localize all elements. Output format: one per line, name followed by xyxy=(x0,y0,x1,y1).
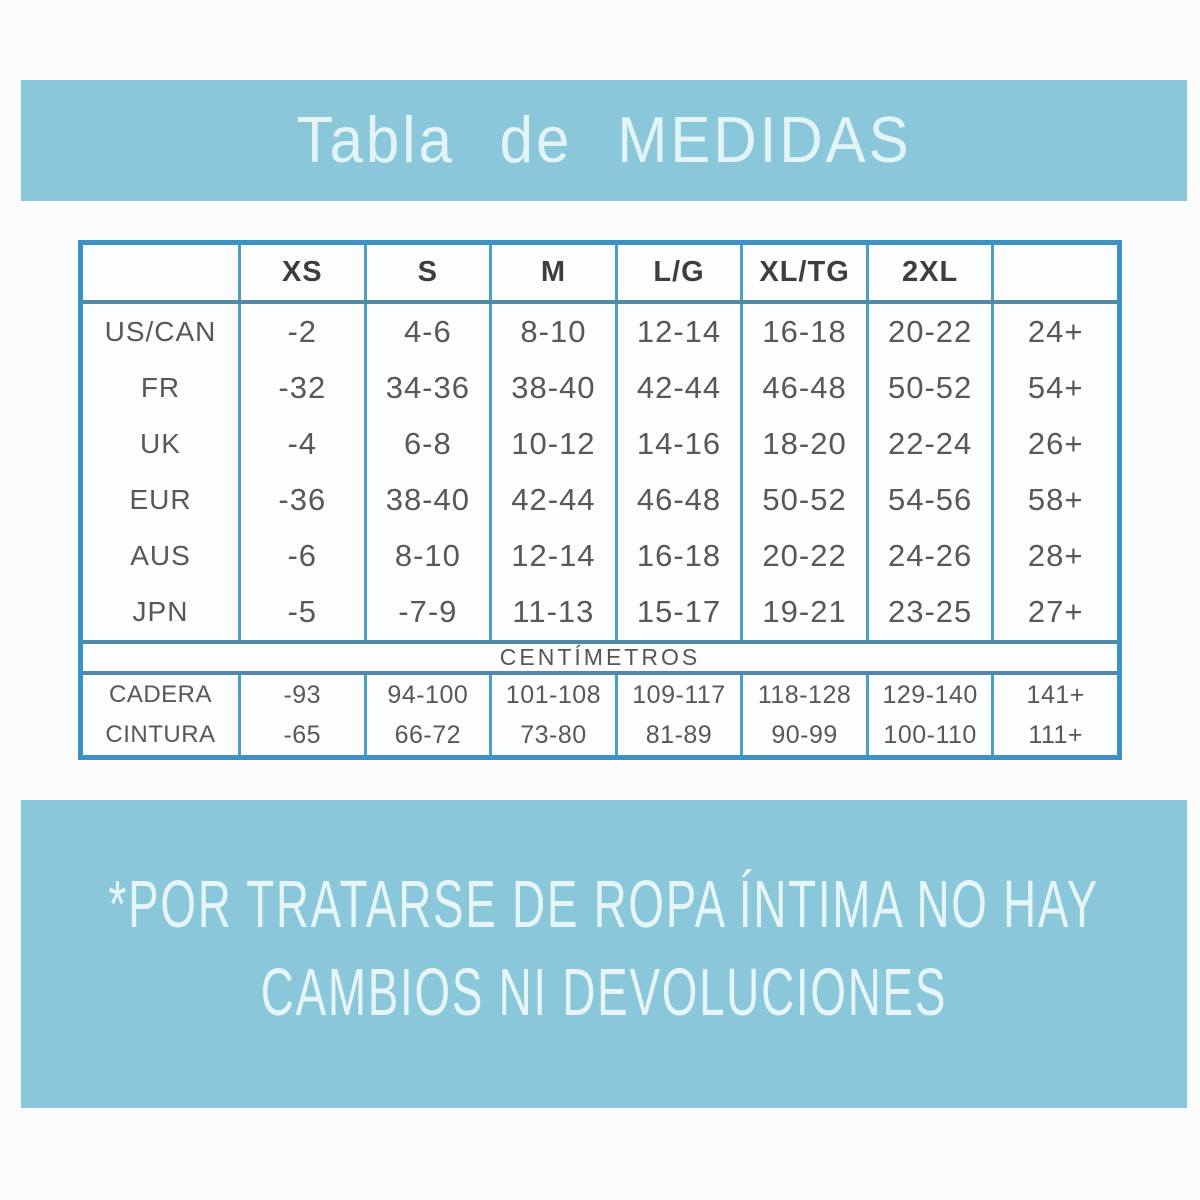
table-cell: 11-13 xyxy=(489,584,615,640)
table-cell: 6-8 xyxy=(363,416,490,472)
table-cell: 50-52 xyxy=(865,360,992,416)
table-cell: 22-24 xyxy=(865,416,992,472)
table-cell: 81-89 xyxy=(614,715,741,755)
table-cell: -93 xyxy=(238,675,364,715)
header-cell-s: S xyxy=(363,245,490,300)
table-cell: 46-48 xyxy=(614,472,741,528)
table-cell: 141+ xyxy=(991,675,1117,715)
table-cell: 27+ xyxy=(991,584,1117,640)
table-cell: 20-22 xyxy=(865,304,992,360)
centimeters-table-body: CADERA -93 94-100 101-108 109-117 118-12… xyxy=(83,675,1117,755)
title-banner: Tabla de MEDIDAS xyxy=(21,80,1187,201)
table-cell: 18-20 xyxy=(740,416,866,472)
table-cell: 46-48 xyxy=(740,360,866,416)
size-table-body: US/CAN -2 4-6 8-10 12-14 16-18 20-22 24+… xyxy=(83,304,1117,644)
table-cell: 94-100 xyxy=(363,675,490,715)
header-cell-xltg: XL/TG xyxy=(740,245,866,300)
table-cell: 24-26 xyxy=(865,528,992,584)
row-label-cintura: CINTURA xyxy=(105,721,216,748)
table-cell: 16-18 xyxy=(740,304,866,360)
header-cell-empty-left xyxy=(83,245,238,300)
table-cell: -32 xyxy=(238,360,364,416)
centimeters-band: CENTÍMETROS xyxy=(83,644,1117,675)
footer-note-line2: CAMBIOS NI DEVOLUCIONES xyxy=(260,955,948,1031)
table-cell: -6 xyxy=(238,528,364,584)
header-cell-empty-right xyxy=(991,245,1117,300)
size-table: XS S M L/G XL/TG 2XL US/CAN -2 4-6 8-10 … xyxy=(78,240,1122,760)
table-cell: 10-12 xyxy=(489,416,615,472)
page-title: Tabla de MEDIDAS xyxy=(296,104,912,177)
header-cell-lg: L/G xyxy=(614,245,741,300)
header-cell-m: M xyxy=(489,245,615,300)
table-cell: 58+ xyxy=(991,472,1117,528)
header-cell-2xl: 2XL xyxy=(865,245,992,300)
table-cell: -5 xyxy=(238,584,364,640)
centimeters-band-label: CENTÍMETROS xyxy=(499,644,701,670)
table-cell: 101-108 xyxy=(489,675,615,715)
table-cell: 50-52 xyxy=(740,472,866,528)
table-cell: 14-16 xyxy=(614,416,741,472)
table-cell: 73-80 xyxy=(489,715,615,755)
table-cell: 24+ xyxy=(991,304,1117,360)
table-cell: 12-14 xyxy=(489,528,615,584)
table-cell: 111+ xyxy=(991,715,1117,755)
table-cell: 12-14 xyxy=(614,304,741,360)
table-cell: -7-9 xyxy=(363,584,490,640)
table-cell: -4 xyxy=(238,416,364,472)
row-label-cadera: CADERA xyxy=(108,681,213,708)
table-cell: -65 xyxy=(238,715,364,755)
table-cell: 66-72 xyxy=(363,715,490,755)
row-label-eur: EUR xyxy=(129,484,192,515)
table-cell: 8-10 xyxy=(489,304,615,360)
footer-banner: *POR TRATARSE DE ROPA ÍNTIMA NO HAY CAMB… xyxy=(21,800,1187,1108)
table-cell: 16-18 xyxy=(614,528,741,584)
table-cell: 38-40 xyxy=(363,472,490,528)
table-cell: 42-44 xyxy=(614,360,741,416)
row-label-fr: FR xyxy=(140,372,181,403)
table-cell: -2 xyxy=(238,304,364,360)
table-cell: 54+ xyxy=(991,360,1117,416)
table-cell: 90-99 xyxy=(740,715,866,755)
row-label-aus: AUS xyxy=(130,540,191,571)
table-cell: 19-21 xyxy=(740,584,866,640)
table-cell: 118-128 xyxy=(740,675,866,715)
table-cell: -36 xyxy=(238,472,364,528)
row-label-uk: UK xyxy=(140,428,181,459)
row-label-us-can: US/CAN xyxy=(104,316,217,347)
table-cell: 34-36 xyxy=(363,360,490,416)
footer-note-line1: *POR TRATARSE DE ROPA ÍNTIMA NO HAY xyxy=(108,867,1100,943)
table-cell: 8-10 xyxy=(363,528,490,584)
table-cell: 38-40 xyxy=(489,360,615,416)
table-cell: 26+ xyxy=(991,416,1117,472)
table-cell: 129-140 xyxy=(865,675,992,715)
table-cell: 28+ xyxy=(991,528,1117,584)
table-cell: 20-22 xyxy=(740,528,866,584)
table-cell: 54-56 xyxy=(865,472,992,528)
row-label-jpn: JPN xyxy=(132,596,189,627)
table-cell: 100-110 xyxy=(865,715,992,755)
table-cell: 15-17 xyxy=(614,584,741,640)
table-cell: 109-117 xyxy=(614,675,741,715)
header-cell-xs: XS xyxy=(238,245,364,300)
table-cell: 23-25 xyxy=(865,584,992,640)
table-cell: 42-44 xyxy=(489,472,615,528)
table-cell: 4-6 xyxy=(363,304,490,360)
size-table-header-row: XS S M L/G XL/TG 2XL xyxy=(83,245,1117,304)
